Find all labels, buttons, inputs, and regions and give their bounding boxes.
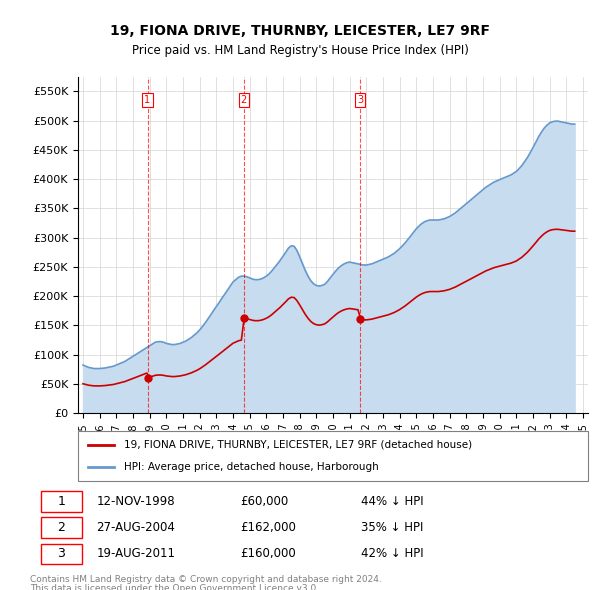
Text: 19, FIONA DRIVE, THURNBY, LEICESTER, LE7 9RF (detached house): 19, FIONA DRIVE, THURNBY, LEICESTER, LE7… bbox=[124, 440, 472, 450]
Text: 12-NOV-1998: 12-NOV-1998 bbox=[96, 495, 175, 508]
Text: 2: 2 bbox=[58, 521, 65, 534]
Text: £60,000: £60,000 bbox=[240, 495, 288, 508]
Text: HPI: Average price, detached house, Harborough: HPI: Average price, detached house, Harb… bbox=[124, 462, 379, 472]
Text: This data is licensed under the Open Government Licence v3.0.: This data is licensed under the Open Gov… bbox=[30, 584, 319, 590]
Text: 19, FIONA DRIVE, THURNBY, LEICESTER, LE7 9RF: 19, FIONA DRIVE, THURNBY, LEICESTER, LE7… bbox=[110, 24, 490, 38]
FancyBboxPatch shape bbox=[41, 543, 82, 564]
Text: 19-AUG-2011: 19-AUG-2011 bbox=[96, 548, 175, 560]
FancyBboxPatch shape bbox=[78, 431, 588, 481]
Text: 1: 1 bbox=[145, 95, 151, 105]
Text: 3: 3 bbox=[357, 95, 363, 105]
Text: £160,000: £160,000 bbox=[240, 548, 296, 560]
Text: 2: 2 bbox=[241, 95, 247, 105]
Text: 42% ↓ HPI: 42% ↓ HPI bbox=[361, 548, 424, 560]
Text: 44% ↓ HPI: 44% ↓ HPI bbox=[361, 495, 424, 508]
Text: Contains HM Land Registry data © Crown copyright and database right 2024.: Contains HM Land Registry data © Crown c… bbox=[30, 575, 382, 584]
FancyBboxPatch shape bbox=[41, 491, 82, 512]
Text: £162,000: £162,000 bbox=[240, 521, 296, 534]
Text: 1: 1 bbox=[58, 495, 65, 508]
Text: 27-AUG-2004: 27-AUG-2004 bbox=[96, 521, 175, 534]
Text: Price paid vs. HM Land Registry's House Price Index (HPI): Price paid vs. HM Land Registry's House … bbox=[131, 44, 469, 57]
FancyBboxPatch shape bbox=[41, 517, 82, 538]
Text: 3: 3 bbox=[58, 548, 65, 560]
Text: 35% ↓ HPI: 35% ↓ HPI bbox=[361, 521, 424, 534]
